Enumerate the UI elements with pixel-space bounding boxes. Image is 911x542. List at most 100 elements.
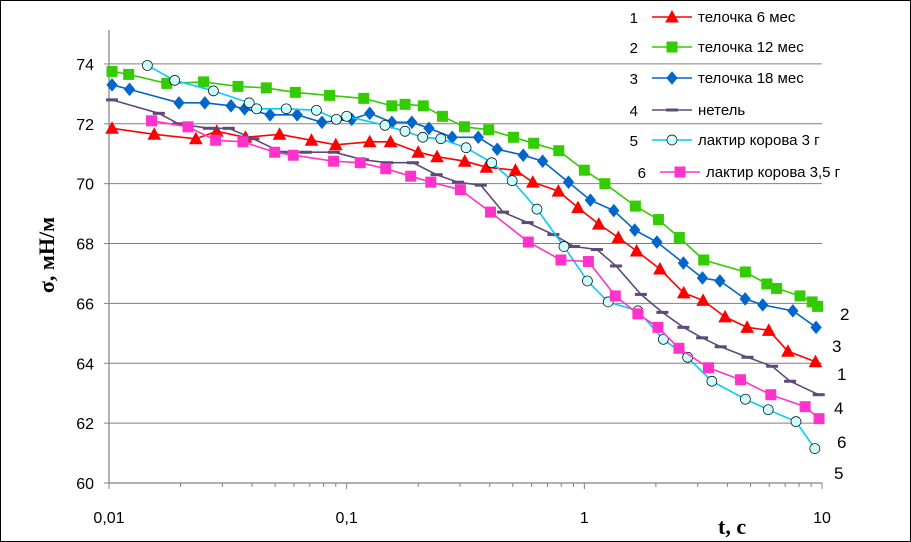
y-tick-label: 74: [76, 57, 94, 74]
end-label-4: 4: [834, 399, 843, 418]
data-point: [436, 110, 448, 122]
data-point: [718, 309, 732, 323]
data-point: [425, 176, 437, 188]
data-point: [225, 99, 237, 113]
data-point: [696, 293, 710, 306]
data-point: [202, 126, 215, 130]
data-point: [251, 103, 262, 115]
y-tick-label: 66: [76, 296, 94, 313]
data-point: [328, 137, 343, 151]
data-point: [106, 78, 118, 92]
data-point: [299, 150, 312, 154]
data-point: [666, 71, 678, 85]
data-point: [555, 254, 567, 266]
data-point: [676, 285, 691, 299]
legend-item-5: 5 лактир корова 3 г: [630, 132, 821, 150]
legend-label: телочка 18 мес: [698, 70, 804, 87]
data-point: [232, 80, 244, 92]
data-point: [172, 122, 185, 126]
data-point: [611, 230, 626, 244]
data-point: [634, 292, 647, 296]
data-point: [289, 86, 301, 98]
data-point: [423, 121, 435, 136]
data-point: [222, 126, 235, 130]
data-point: [147, 127, 162, 140]
series-line: [147, 64, 816, 450]
data-point: [794, 290, 806, 302]
data-point: [458, 121, 470, 133]
data-point: [106, 98, 119, 102]
series-group: [105, 60, 825, 454]
data-point: [632, 308, 644, 320]
legend-item-6: 6 лактир корова 3,5 г: [638, 164, 841, 182]
data-point: [152, 111, 165, 115]
data-point: [260, 82, 272, 94]
data-point: [406, 115, 418, 130]
data-point: [497, 210, 510, 214]
y-axis-label: σ, мН/м: [34, 217, 59, 293]
data-point: [629, 223, 641, 237]
legend-label: телочка 12 мес: [698, 39, 804, 56]
data-point: [629, 243, 644, 257]
data-point: [657, 333, 669, 345]
y-tick-label: 68: [76, 237, 94, 254]
data-point: [677, 325, 690, 329]
data-point: [703, 362, 715, 374]
data-point: [762, 404, 774, 416]
data-point: [652, 321, 664, 333]
data-point: [491, 142, 503, 157]
data-point: [698, 254, 710, 266]
data-point: [609, 290, 621, 302]
data-point: [696, 336, 709, 340]
data-point: [740, 393, 751, 405]
data-point: [582, 275, 593, 287]
data-point: [562, 175, 575, 189]
data-point: [399, 125, 411, 137]
data-point: [790, 416, 802, 427]
data-point: [210, 134, 222, 146]
data-point: [417, 131, 429, 143]
series-5: [142, 60, 821, 454]
x-tick-label: 10: [813, 510, 831, 527]
data-point: [696, 271, 709, 285]
legend-item-3: 3 телочка 18 мес: [630, 70, 805, 88]
series-2: [106, 65, 824, 312]
data-point: [381, 161, 394, 165]
data-point: [169, 75, 181, 86]
data-point: [666, 134, 678, 146]
y-tick-label: 70: [76, 177, 94, 194]
data-point: [243, 97, 255, 109]
data-point: [316, 115, 328, 130]
end-label-3: 3: [832, 337, 841, 356]
data-point: [784, 379, 797, 383]
y-tick-label: 62: [76, 416, 94, 433]
x-tick-label: 0,01: [93, 510, 124, 527]
data-point: [364, 106, 376, 121]
data-point: [406, 161, 419, 165]
data-point: [411, 145, 426, 158]
series-6: [146, 115, 825, 425]
series-3: [106, 78, 822, 335]
data-point: [472, 130, 484, 145]
data-point: [810, 320, 822, 335]
data-point: [582, 255, 594, 267]
data-point: [809, 443, 821, 454]
data-point: [757, 298, 769, 312]
data-point: [486, 157, 498, 169]
data-point: [105, 121, 119, 134]
series-1: [105, 121, 823, 368]
data-point: [766, 364, 779, 368]
data-point: [435, 133, 447, 145]
data-point: [304, 133, 319, 146]
data-point: [264, 108, 276, 122]
data-point: [741, 355, 754, 359]
data-point: [208, 85, 219, 97]
data-point: [666, 108, 678, 112]
data-point: [454, 184, 466, 196]
data-point: [106, 65, 118, 77]
data-point: [430, 149, 444, 163]
legend: 1 телочка 6 мес 2 телочка 12 мес 3 телочка 18…: [630, 9, 841, 182]
end-label-1: 1: [837, 365, 846, 384]
data-point: [734, 374, 746, 386]
end-label-5: 5: [834, 464, 843, 483]
